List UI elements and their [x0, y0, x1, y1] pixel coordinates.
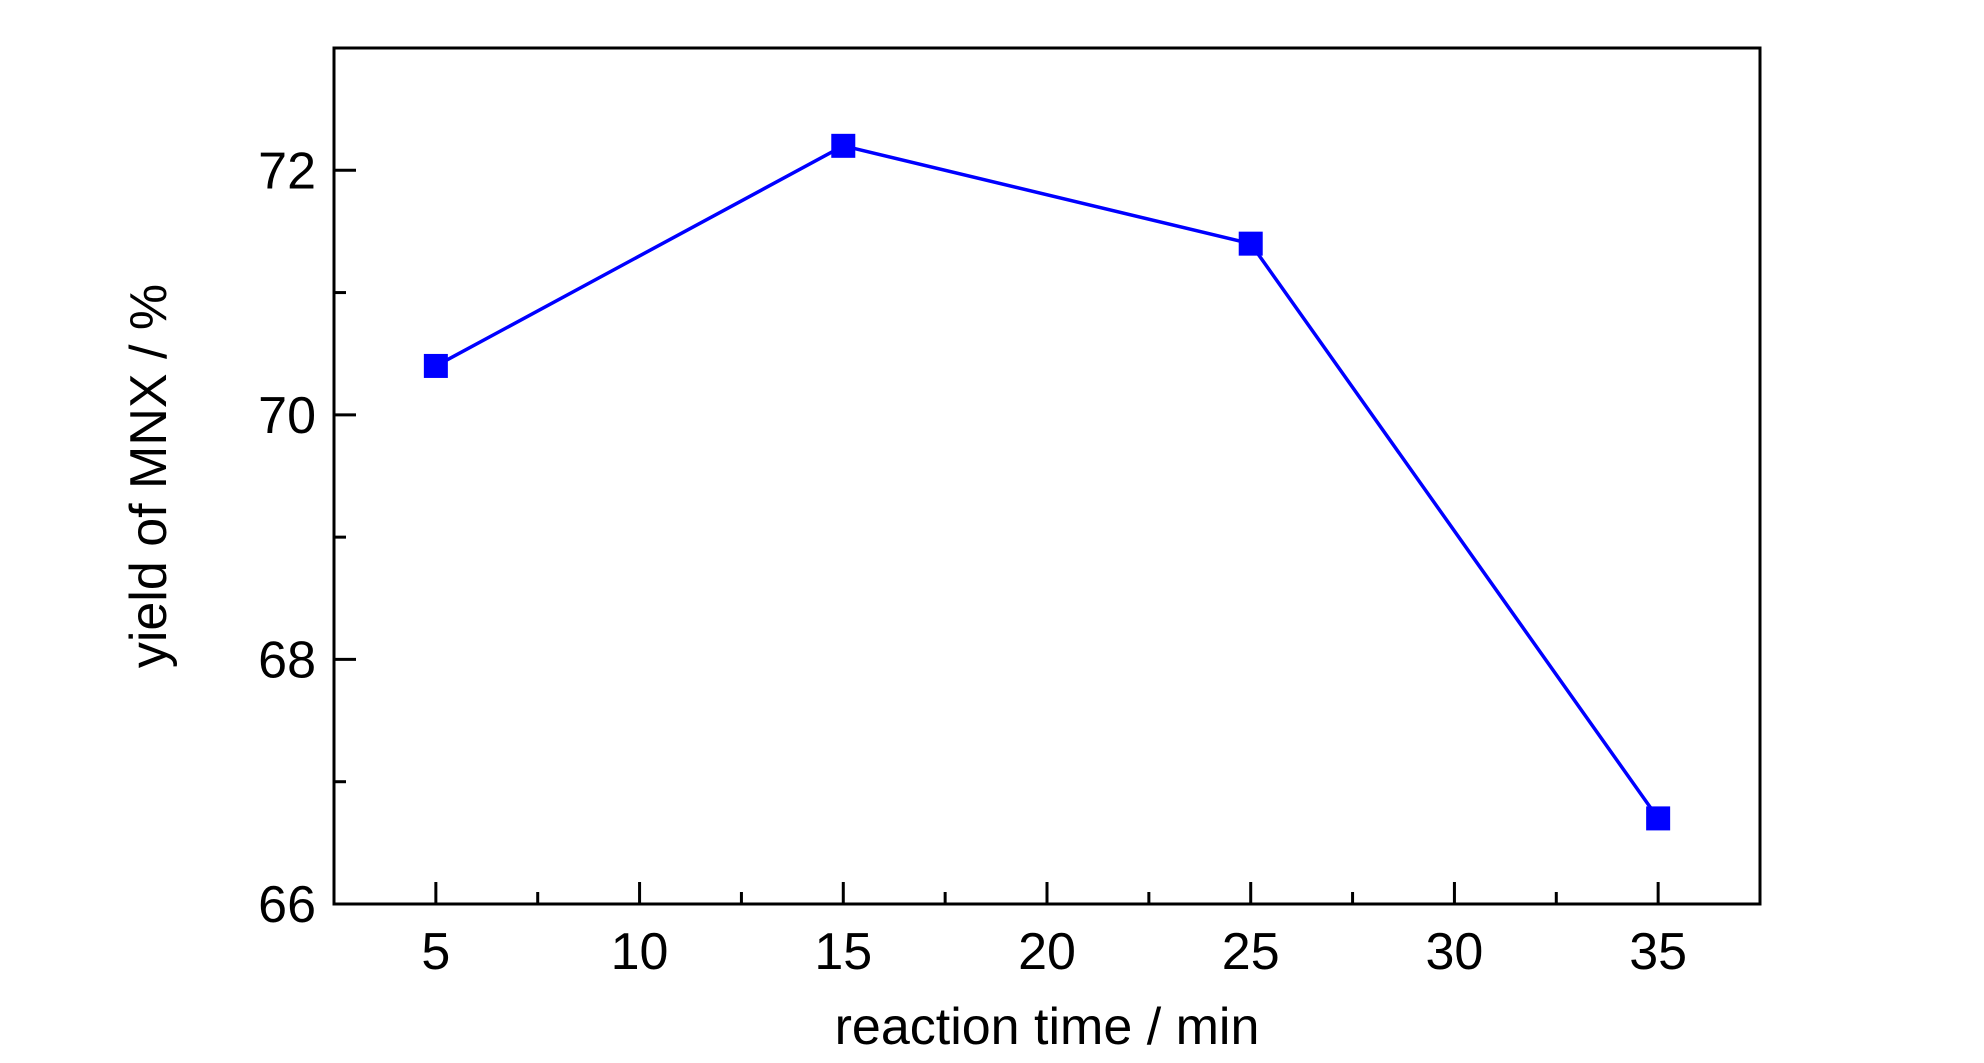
y-tick-label: 68 [258, 631, 316, 689]
series-markers [423, 133, 1671, 831]
x-tick-label: 5 [421, 923, 450, 981]
y-tick-label: 72 [258, 142, 316, 200]
x-axis-ticks: 5 10 15 20 25 30 35 [332, 882, 1762, 981]
x-tick-label: 10 [611, 923, 669, 981]
x-tick-label: 30 [1426, 923, 1484, 981]
y-axis-label: yield of MNX / % [120, 284, 178, 668]
data-point [831, 133, 856, 158]
plot-area-frame [332, 46, 1762, 906]
y-tick-label: 70 [258, 387, 316, 445]
series-lines [435, 143, 1660, 820]
y-axis-ticks: 66 68 70 72 [258, 142, 356, 934]
x-tick-label: 20 [1018, 923, 1076, 981]
data-point [1646, 806, 1671, 831]
data-point [423, 353, 448, 378]
x-tick-label: 25 [1222, 923, 1280, 981]
data-point [1238, 231, 1263, 256]
x-axis-label: reaction time / min [835, 998, 1260, 1056]
y-tick-label: 66 [258, 876, 316, 934]
x-tick-label: 15 [814, 923, 872, 981]
series-line [435, 143, 1660, 820]
x-tick-label: 35 [1629, 923, 1687, 981]
